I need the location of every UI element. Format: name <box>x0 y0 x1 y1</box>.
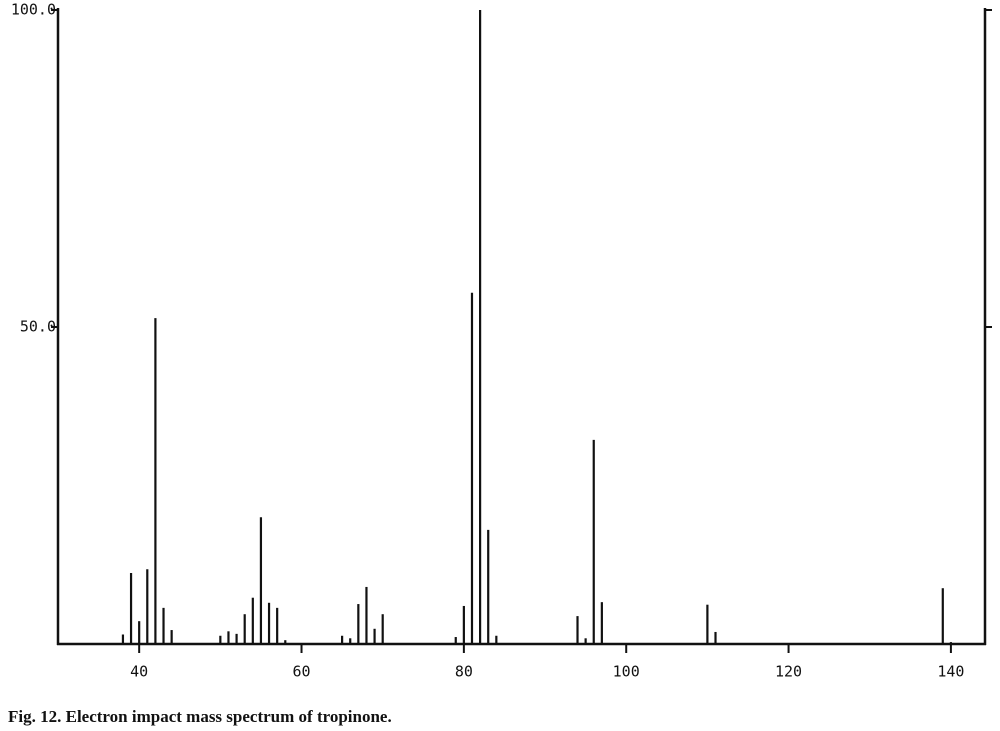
x-tick-label: 140 <box>937 663 964 681</box>
x-tick-label: 120 <box>775 663 802 681</box>
x-tick-label: 60 <box>292 663 310 681</box>
x-tick-label: 40 <box>130 663 148 681</box>
x-tick-label: 100 <box>613 663 640 681</box>
y-tick-label: 50.0 <box>20 318 56 336</box>
y-tick-label: 100.0 <box>11 1 56 19</box>
x-tick-label: 80 <box>455 663 473 681</box>
caption: Fig. 12. Electron impact mass spectrum o… <box>8 707 392 726</box>
